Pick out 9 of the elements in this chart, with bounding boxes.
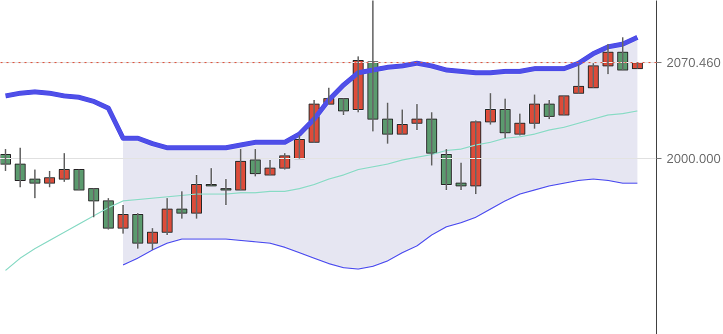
y-tick-label: 2000.000 [666, 151, 721, 166]
y-tick-label: 2070.460 [666, 55, 721, 70]
candlestick [206, 167, 217, 187]
candlestick [220, 178, 232, 206]
line-series [4, 110, 638, 272]
candlestick [73, 168, 84, 191]
line-series [122, 178, 638, 270]
candlestick [558, 95, 570, 116]
candlestick [456, 162, 467, 191]
